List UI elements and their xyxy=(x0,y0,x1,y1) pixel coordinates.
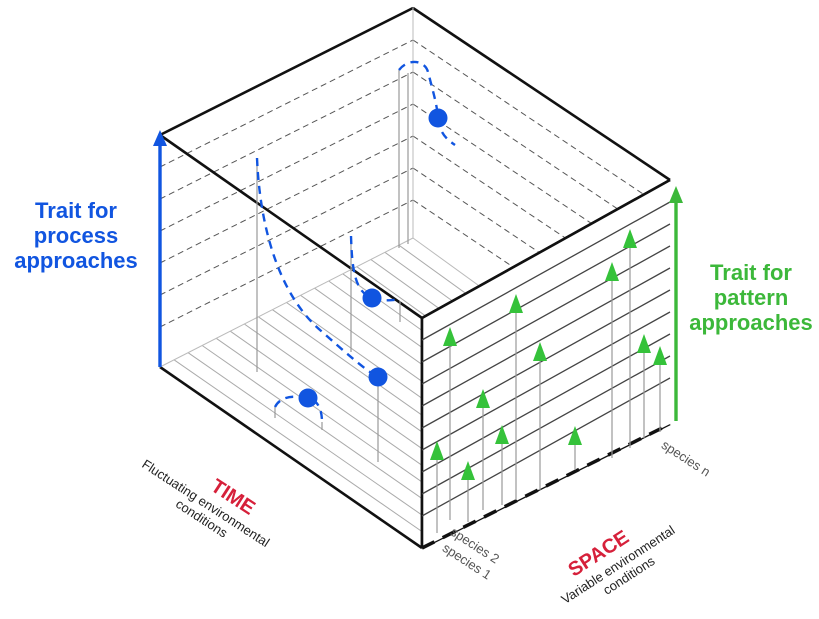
diagram-canvas xyxy=(153,6,683,550)
pattern-trait-axis-label: Trait for pattern approaches xyxy=(683,260,819,335)
process-circle-marker xyxy=(428,108,448,128)
baseline-dash xyxy=(421,540,436,550)
space-gridline xyxy=(421,355,671,495)
axis-arrows xyxy=(153,130,683,421)
process-circle-marker xyxy=(368,367,388,387)
pattern-triangle-marker xyxy=(605,262,619,281)
dashed-gridline xyxy=(159,71,414,200)
process-axis-arrowhead xyxy=(153,130,167,146)
dashed-gridline xyxy=(159,135,414,264)
pattern-axis-arrowhead xyxy=(669,186,683,203)
baseline-dash xyxy=(627,436,642,447)
process-trait-axis-label: Trait for process approaches xyxy=(0,198,152,273)
process-circle-marker xyxy=(298,388,318,408)
front-space-wall xyxy=(420,178,671,548)
space-gridline xyxy=(421,311,671,451)
process-markers xyxy=(298,108,448,408)
baseline-dash xyxy=(607,447,622,457)
process-label-line: process xyxy=(33,223,119,248)
floor-gridline xyxy=(173,359,437,542)
baseline-dash xyxy=(565,467,580,478)
pattern-triangle-marker xyxy=(568,426,582,445)
pattern-triangle-marker xyxy=(443,327,457,346)
cube-edge-left-bottom xyxy=(159,365,423,550)
trait-stems xyxy=(256,70,409,462)
floor-gridline xyxy=(201,345,464,528)
process-circle-marker xyxy=(362,288,382,308)
baseline-dash xyxy=(483,509,498,519)
dashed-gridline xyxy=(412,103,671,277)
baseline-dash xyxy=(545,478,560,488)
floor-gridline xyxy=(187,352,450,535)
baseline-dash xyxy=(441,529,456,540)
space-gridline xyxy=(421,377,671,517)
baseline-dash xyxy=(462,519,477,529)
pattern-triangle-marker xyxy=(637,334,651,353)
dashed-gridline xyxy=(412,39,671,213)
pattern-triangle-marker xyxy=(623,229,637,248)
front-wall-edges xyxy=(420,178,671,548)
pattern-triangle-marker xyxy=(653,346,667,365)
baseline-dash xyxy=(524,488,539,498)
dashed-gridline xyxy=(159,103,414,232)
pattern-triangle-marker xyxy=(430,441,444,460)
baseline-dash xyxy=(503,498,518,509)
dashed-gridline xyxy=(159,167,414,296)
pattern-label-line: pattern xyxy=(713,285,789,310)
process-label-line: approaches xyxy=(14,248,138,273)
cube-edge-top-right xyxy=(412,6,671,182)
space-species-baseline xyxy=(421,426,663,550)
pattern-triangle-marker xyxy=(495,425,509,444)
pattern-markers xyxy=(430,229,667,480)
space-gridline xyxy=(421,333,671,473)
space-gridline xyxy=(421,267,671,407)
pattern-label-line: approaches xyxy=(689,310,813,335)
cube-edge-top-front-left xyxy=(159,133,423,320)
back-wall-dashed-gridlines xyxy=(159,39,671,373)
dashed-gridline xyxy=(412,71,671,245)
pattern-triangle-marker xyxy=(509,294,523,313)
space-gridline xyxy=(421,201,671,341)
pattern-triangle-marker xyxy=(533,342,547,361)
dashed-gridline xyxy=(159,199,414,328)
baseline-dash xyxy=(586,457,601,467)
process-label-line: Trait for xyxy=(35,198,117,223)
space-gridline xyxy=(421,245,671,385)
trajectory-curve-3 xyxy=(398,60,456,146)
trajectory-curve-1 xyxy=(255,157,379,379)
trajectory-curve-2 xyxy=(349,235,401,303)
cube-edge-top-left xyxy=(159,6,414,137)
pattern-label-line: Trait for xyxy=(710,260,792,285)
front-wall-fill xyxy=(422,180,670,548)
dashed-gridline xyxy=(159,39,414,168)
dashed-gridline xyxy=(412,135,671,309)
pattern-triangle-marker xyxy=(461,461,475,480)
pattern-triangle-marker xyxy=(476,389,490,408)
